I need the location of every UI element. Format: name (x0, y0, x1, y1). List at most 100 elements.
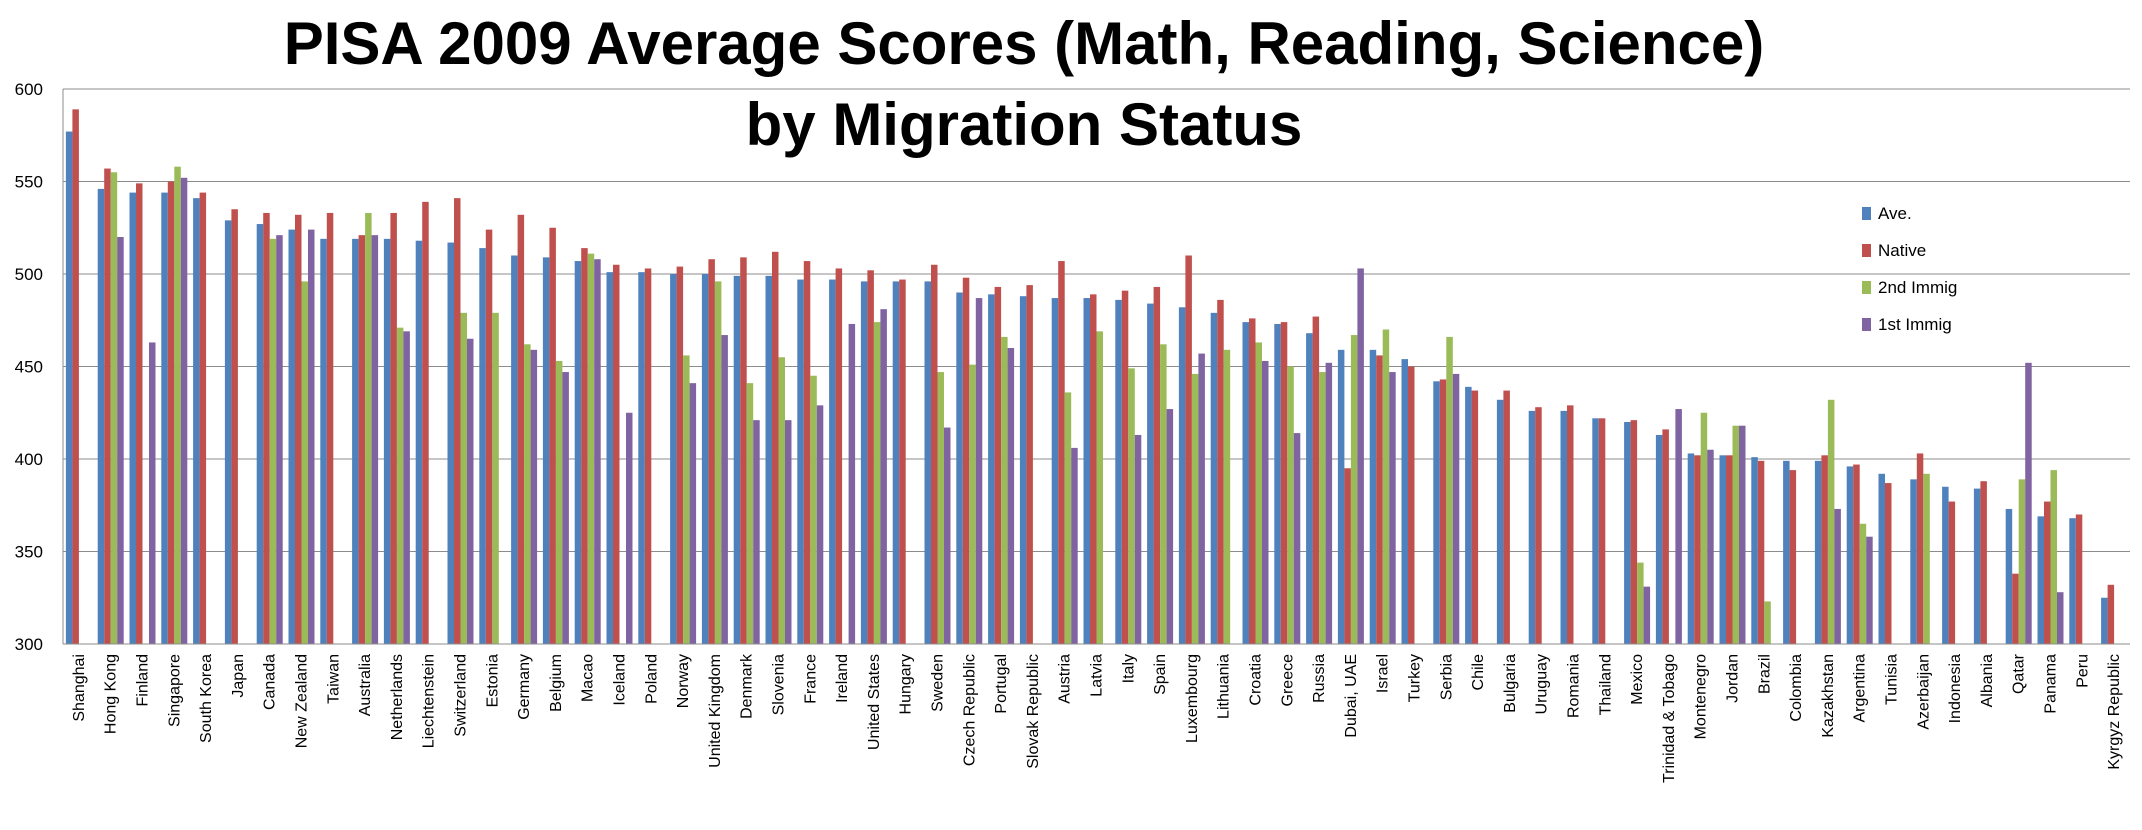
bar (1287, 366, 1294, 644)
x-tick-label: Dubai, UAE (1343, 654, 1360, 738)
bar (447, 242, 454, 645)
x-tick-label: France (802, 654, 819, 704)
x-tick-label: New Zealand (294, 654, 311, 748)
x-tick-label: Bulgaria (1502, 654, 1519, 713)
bar (1834, 508, 1841, 644)
bar (117, 237, 124, 644)
bar (1630, 420, 1638, 644)
x-tick-label: Lithuania (1216, 654, 1233, 719)
bar (72, 109, 79, 645)
bar (542, 257, 550, 644)
bar (1376, 355, 1383, 644)
bar (785, 420, 792, 644)
bar (454, 198, 461, 644)
bar (721, 335, 728, 644)
x-tick-label: Czech Republic (961, 654, 978, 766)
x-tick-label: Netherlands (389, 654, 406, 740)
bar (1217, 299, 1224, 644)
bar (1878, 473, 1885, 644)
bar (860, 281, 868, 644)
bar (1255, 342, 1262, 644)
bar (1198, 353, 1205, 644)
bar (1357, 268, 1364, 644)
bar (358, 235, 366, 644)
bar (1923, 473, 1930, 644)
bar (1051, 298, 1059, 644)
bar (1687, 453, 1695, 644)
bar (1885, 483, 1892, 644)
bar (1624, 422, 1631, 644)
bar (1121, 290, 1129, 644)
bar (517, 214, 525, 645)
chart-subtitle: by Migration Status (746, 91, 1303, 158)
bar (1592, 418, 1599, 644)
bar (1757, 460, 1765, 644)
bar (606, 272, 613, 644)
bar (2101, 597, 2108, 644)
bar (1178, 307, 1186, 644)
bar (931, 264, 938, 644)
legend-swatch (1862, 281, 1871, 294)
bar (231, 209, 238, 644)
x-tick-label: Chile (1470, 654, 1487, 691)
bar (2018, 479, 2026, 644)
bar (626, 412, 633, 644)
x-tick-label: Greece (1279, 654, 1296, 707)
bar (1147, 303, 1154, 644)
bar (1064, 392, 1072, 644)
bar (1433, 381, 1440, 644)
bar (581, 248, 588, 644)
x-tick-label: Liechtenstein (421, 654, 438, 748)
bar (193, 198, 200, 644)
bar (422, 201, 429, 644)
bar (1764, 601, 1771, 644)
bar (1471, 390, 1479, 644)
bar (1293, 433, 1301, 644)
bar (65, 131, 73, 645)
bar (1071, 447, 1078, 644)
x-tick-label: Thailand (1597, 654, 1614, 715)
bar (479, 248, 486, 644)
bar (1707, 449, 1714, 644)
x-tick-label: Peru (2074, 654, 2091, 688)
bar (415, 240, 423, 644)
bar (530, 349, 538, 644)
bar (676, 266, 684, 644)
x-tick-label: United States (866, 654, 883, 750)
bar (97, 188, 105, 644)
x-tick-label: Poland (643, 654, 660, 704)
bar (1916, 453, 1924, 644)
bar (670, 274, 677, 644)
x-tick-label: United Kingdom (707, 654, 724, 768)
bar (1153, 286, 1161, 644)
x-tick-label: Finland (135, 654, 152, 706)
x-tick-label: Luxembourg (1184, 654, 1201, 743)
x-tick-label: Israel (1375, 654, 1392, 693)
bar (994, 286, 1002, 644)
bar (524, 344, 531, 644)
bar (1846, 466, 1854, 644)
bar (1859, 523, 1867, 644)
x-tick-label: Australia (357, 654, 374, 716)
bar (975, 298, 983, 644)
x-tick-label: Panama (2043, 654, 2060, 714)
bar (1312, 316, 1320, 644)
bar (2005, 508, 2013, 644)
x-tick-label: Uruguay (1534, 654, 1551, 714)
bar (276, 235, 283, 644)
bar (390, 212, 397, 644)
bar (403, 331, 410, 644)
legend-label: 1st Immig (1878, 315, 1952, 334)
bar (1389, 372, 1396, 644)
bar (1337, 349, 1345, 644)
legend-swatch (1862, 318, 1871, 331)
bar (396, 327, 404, 644)
bar (1446, 336, 1453, 644)
bar (485, 229, 493, 644)
bar (1408, 366, 1415, 644)
bar (772, 251, 779, 645)
bar (320, 238, 327, 644)
bar (129, 192, 136, 644)
bar (1789, 470, 1797, 644)
